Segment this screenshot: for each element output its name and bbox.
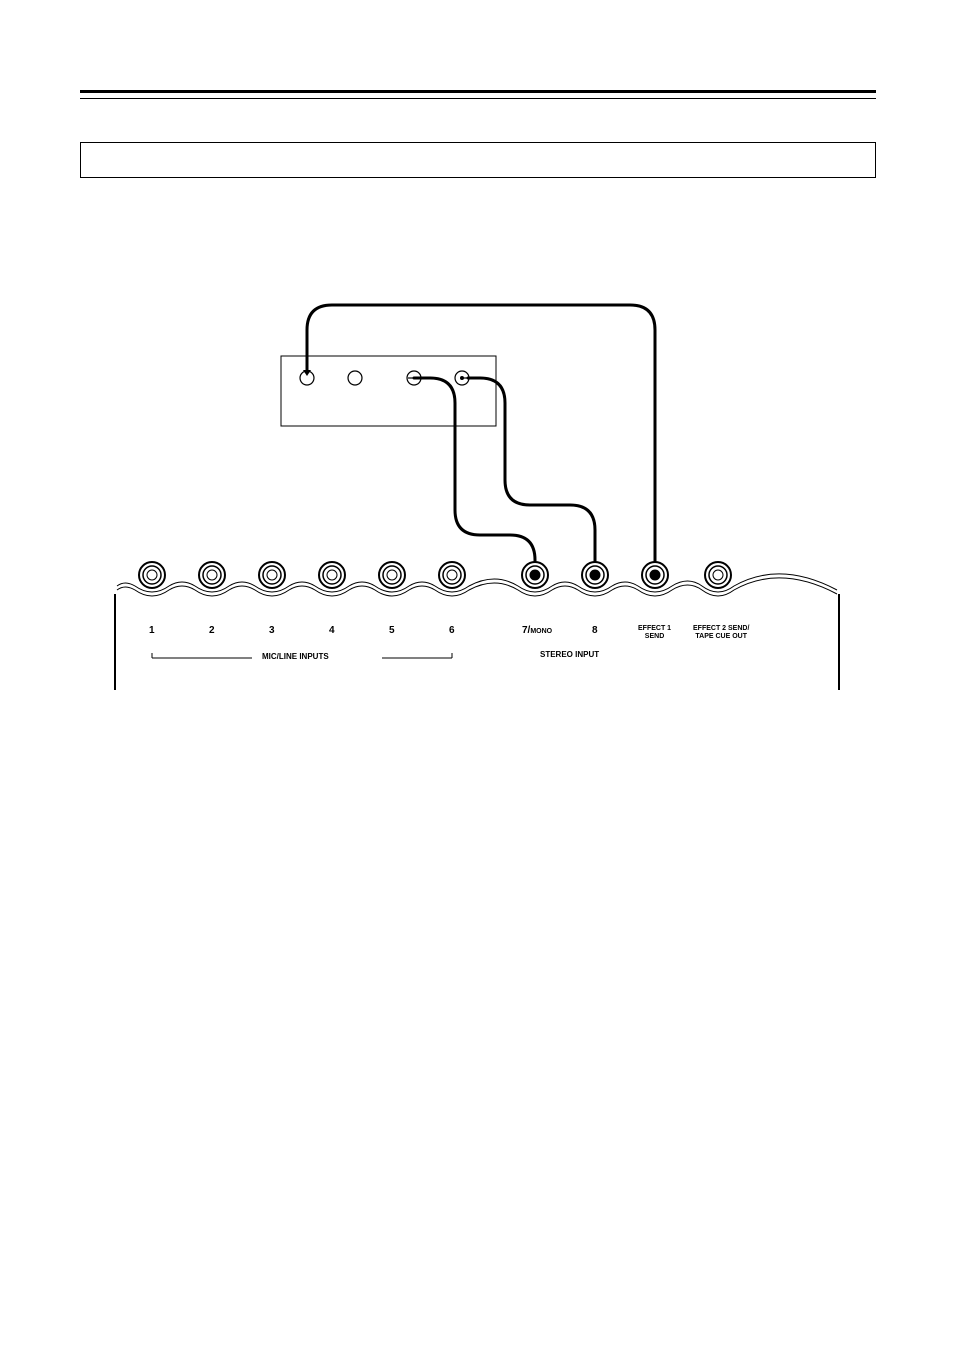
jack-row bbox=[139, 562, 731, 588]
jack-10 bbox=[705, 562, 731, 588]
jack-8 bbox=[582, 562, 608, 588]
jack-3 bbox=[259, 562, 285, 588]
label-effect1: EFFECT 1 SEND bbox=[638, 625, 671, 641]
effect-unit-jacks bbox=[300, 370, 469, 385]
jack-6 bbox=[439, 562, 465, 588]
jack-9 bbox=[642, 562, 668, 588]
label-3: 3 bbox=[269, 625, 275, 636]
jack-1 bbox=[139, 562, 165, 588]
cables bbox=[307, 305, 655, 565]
effect-unit-box bbox=[281, 356, 496, 426]
label-6: 6 bbox=[449, 625, 455, 636]
jack-5 bbox=[379, 562, 405, 588]
jack-7 bbox=[522, 562, 548, 588]
label-4: 4 bbox=[329, 625, 335, 636]
label-1: 1 bbox=[149, 625, 155, 636]
jack-2 bbox=[199, 562, 225, 588]
label-stereo-input: STEREO INPUT bbox=[540, 650, 599, 659]
label-5: 5 bbox=[389, 625, 395, 636]
connection-diagram bbox=[0, 0, 954, 1348]
label-2: 2 bbox=[209, 625, 215, 636]
jack-4 bbox=[319, 562, 345, 588]
label-mic-line: MIC/LINE INPUTS bbox=[262, 652, 329, 661]
label-effect2: EFFECT 2 SEND/ TAPE CUE OUT bbox=[693, 625, 749, 641]
label-7-mono: 7/MONO bbox=[522, 625, 552, 636]
label-8: 8 bbox=[592, 625, 598, 636]
